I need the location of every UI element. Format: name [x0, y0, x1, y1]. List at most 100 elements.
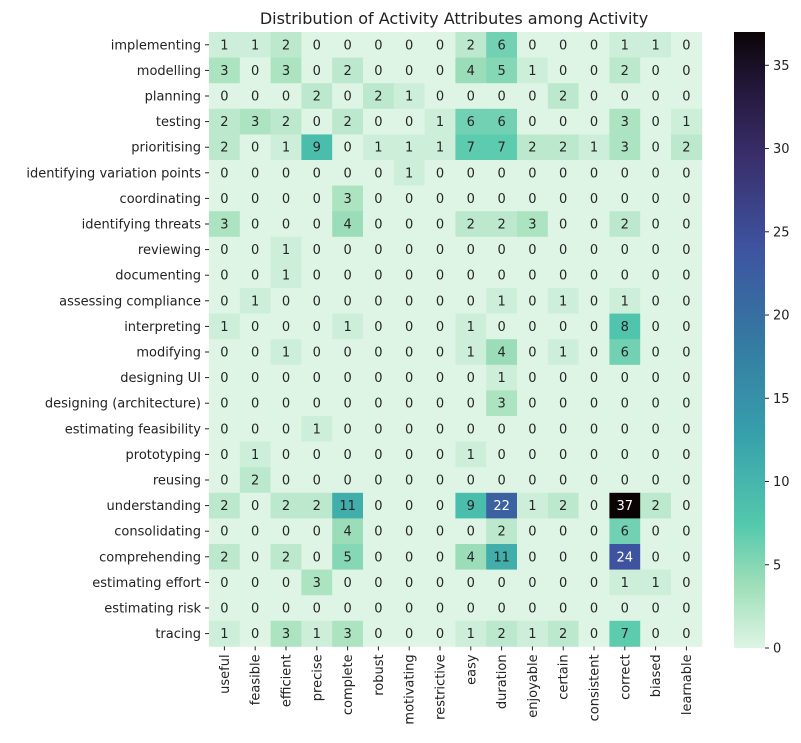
heatmap-cell: [363, 313, 395, 340]
cell-value-label: 8: [621, 320, 629, 335]
cell-value-label: 0: [313, 397, 321, 412]
cell-value-label: 0: [497, 602, 505, 617]
cell-value-label: 0: [343, 576, 351, 591]
heatmap-cell: [301, 32, 333, 58]
heatmap-cell: [455, 390, 487, 417]
heatmap-cell: [363, 416, 395, 442]
cell-value-label: 0: [374, 166, 382, 181]
heatmap-cell: [640, 364, 672, 391]
heatmap-cell: [517, 313, 549, 340]
cell-value-label: 0: [682, 525, 690, 540]
cell-value-label: 2: [467, 218, 475, 233]
heatmap-cell: [270, 134, 302, 161]
heatmap-cell: [209, 518, 241, 545]
heatmap-cell: [270, 416, 302, 442]
heatmap-cell: [609, 57, 641, 84]
row-tick-labels: implementing modelling planning testing prio…: [26, 38, 209, 642]
cell-value-label: 0: [590, 576, 598, 591]
heatmap-cell: [332, 57, 364, 84]
cell-value-label: 3: [343, 627, 351, 642]
cell-value-label: 0: [251, 218, 259, 233]
heatmap-cell: [239, 185, 271, 212]
cell-value-label: 0: [651, 422, 659, 437]
cell-value-label: 0: [282, 474, 290, 489]
heatmap-cell: [517, 518, 549, 545]
cell-value-label: 0: [528, 38, 536, 53]
heatmap-cell: [332, 364, 364, 391]
heatmap-cell: [517, 160, 549, 186]
cell-value-label: 0: [405, 397, 413, 412]
heatmap-cell: [455, 441, 487, 468]
cell-value-label: 0: [497, 474, 505, 489]
cell-value-label: 9: [467, 499, 475, 514]
heatmap-cell: [363, 390, 395, 417]
heatmap-cell: [332, 211, 364, 238]
cell-value-label: 0: [436, 550, 444, 565]
cell-value-label: 0: [374, 38, 382, 53]
cell-value-label: 0: [467, 602, 475, 617]
cell-value-label: 0: [559, 64, 567, 79]
cell-value-label: 7: [467, 141, 475, 156]
cell-value-label: 1: [559, 294, 567, 309]
heatmap-cell: [270, 160, 302, 186]
cell-value-label: 0: [467, 90, 475, 105]
cell-value-label: 0: [559, 397, 567, 412]
cell-value-label: 0: [374, 64, 382, 79]
heatmap-cell: [547, 569, 579, 596]
heatmap-cell: [209, 134, 241, 161]
heatmap-cell: [363, 544, 395, 570]
cell-value-label: 0: [467, 576, 475, 591]
heatmap-cell: [547, 467, 579, 494]
cell-value-label: 0: [251, 602, 259, 617]
cell-value-label: 1: [590, 141, 598, 156]
heatmap-cell: [424, 57, 456, 84]
heatmap-cell: [209, 416, 241, 442]
cell-value-label: 3: [220, 64, 228, 79]
row-tick-label: estimating feasibility: [65, 422, 202, 437]
row-tick-label: modelling: [137, 64, 201, 79]
heatmap-cell: [609, 134, 641, 161]
heatmap-cell: [301, 390, 333, 417]
cell-value-label: 2: [682, 141, 690, 156]
row-tick-label: testing: [156, 115, 201, 130]
cell-value-label: 0: [405, 550, 413, 565]
row-tick-label: estimating effort: [92, 576, 201, 591]
heatmap-cell: [486, 569, 518, 596]
cell-value-label: 3: [313, 576, 321, 591]
cell-value-label: 0: [220, 576, 228, 591]
cell-value-label: 0: [405, 218, 413, 233]
heatmap-cell: [424, 595, 456, 622]
heatmap-cell: [363, 160, 395, 186]
heatmap-cell: [424, 569, 456, 596]
heatmap-cell: [609, 441, 641, 468]
cell-value-label: 7: [497, 141, 505, 156]
heatmap-cell: [455, 134, 487, 161]
cell-value-label: 0: [220, 525, 228, 540]
heatmap-cell: [424, 544, 456, 570]
cell-value-label: 3: [621, 115, 629, 130]
cell-value-label: 0: [651, 141, 659, 156]
cell-value-label: 0: [559, 166, 567, 181]
heatmap-cell: [671, 262, 703, 289]
cell-value-label: 0: [436, 448, 444, 463]
cell-value-label: 0: [497, 576, 505, 591]
heatmap-cell: [640, 236, 672, 263]
heatmap-cell: [455, 492, 487, 519]
cell-value-label: 0: [651, 90, 659, 105]
heatmap-cell: [393, 364, 425, 391]
heatmap-cell: [609, 83, 641, 110]
heatmap-cell: [239, 57, 271, 84]
cell-value-label: 0: [467, 371, 475, 386]
heatmap-cell: [609, 492, 641, 519]
cell-value-label: 2: [497, 627, 505, 642]
heatmap-cell: [239, 160, 271, 186]
cell-value-label: 3: [497, 397, 505, 412]
cell-value-label: 0: [436, 525, 444, 540]
heatmap-cell: [578, 569, 610, 596]
heatmap-cell: [332, 83, 364, 110]
heatmap-cell: [363, 620, 395, 647]
cell-value-label: 0: [559, 525, 567, 540]
heatmap-cell: [424, 518, 456, 545]
cell-value-label: 0: [590, 192, 598, 207]
heatmap-cell: [455, 518, 487, 545]
